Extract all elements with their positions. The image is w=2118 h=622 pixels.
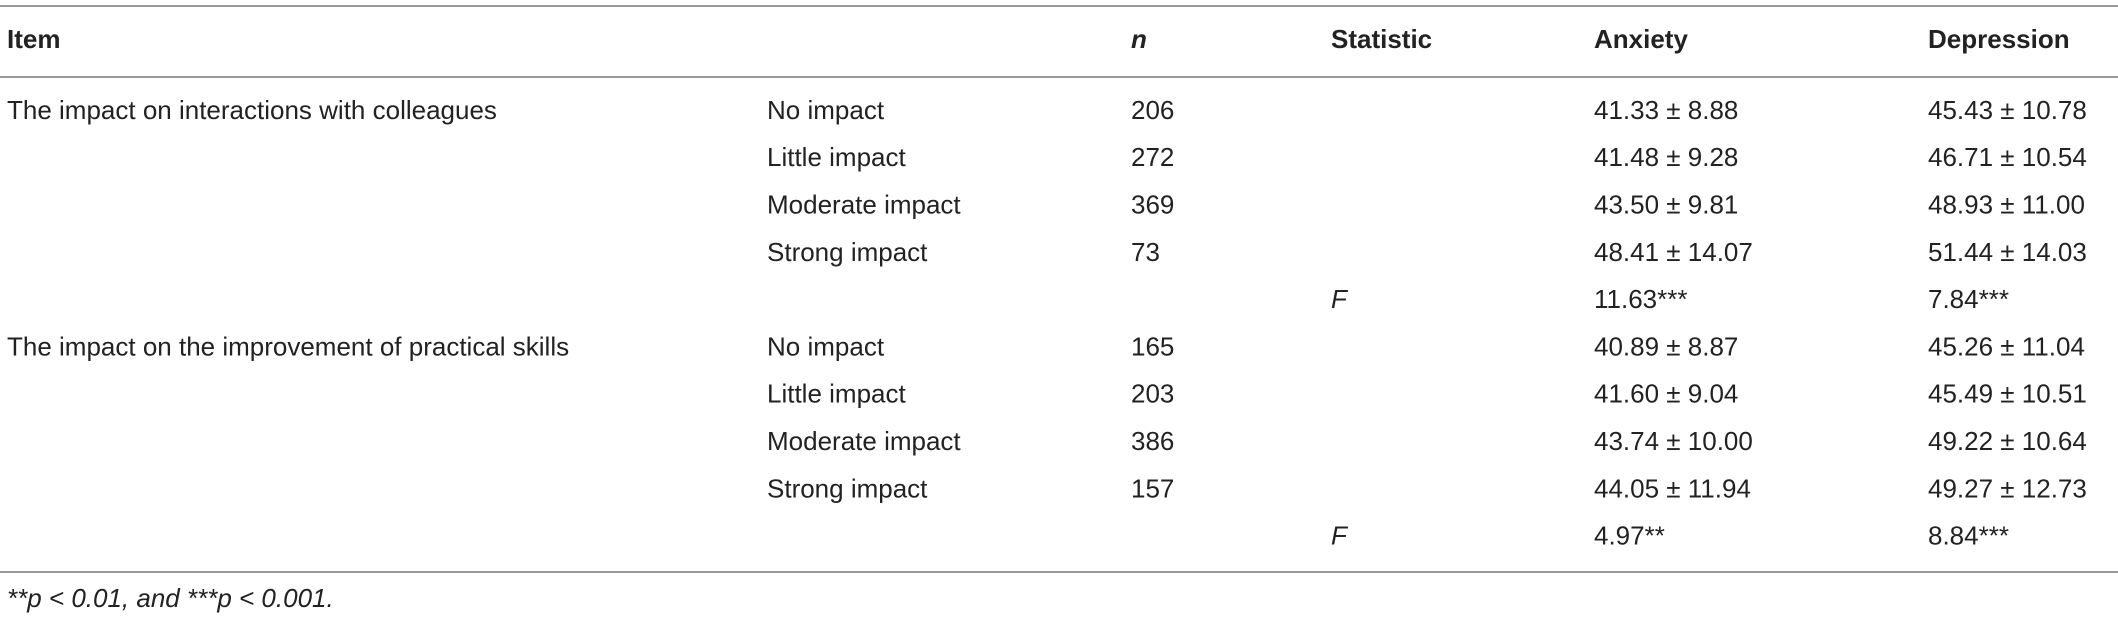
item-label: The impact on the improvement of practic… [7, 331, 569, 361]
level-label: Strong impact [767, 473, 928, 503]
anxiety-cell: 43.74 ± 10.00 [1594, 426, 1753, 456]
statistic-label: F [1331, 284, 1349, 314]
n-cell: 206 [1131, 95, 1174, 125]
level-label: Moderate impact [767, 426, 961, 456]
anxiety-cell: 11.63*** [1594, 284, 1688, 314]
depression-cell: 8.84*** [1928, 521, 2009, 551]
depression-cell: 45.26 ± 11.04 [1928, 331, 2085, 361]
statistic-label: F [1331, 521, 1349, 551]
depression-cell: 48.93 ± 11.00 [1928, 189, 2085, 219]
level-label: No impact [767, 331, 885, 361]
n-cell: 272 [1131, 142, 1174, 172]
header-n: n [1131, 24, 1147, 54]
header-depression: Depression [1928, 24, 2070, 54]
n-cell: 73 [1131, 237, 1160, 267]
depression-cell: 46.71 ± 10.54 [1928, 142, 2087, 172]
n-cell: 157 [1131, 473, 1174, 503]
n-cell: 369 [1131, 189, 1174, 219]
depression-cell: 49.22 ± 10.64 [1928, 426, 2087, 456]
level-label: Moderate impact [767, 189, 961, 219]
header-item: Item [7, 24, 60, 54]
anxiety-cell: 41.48 ± 9.28 [1594, 142, 1738, 172]
depression-cell: 45.49 ± 10.51 [1928, 379, 2087, 409]
anxiety-cell: 41.33 ± 8.88 [1594, 95, 1738, 125]
n-cell: 165 [1131, 331, 1174, 361]
level-label: No impact [767, 95, 885, 125]
anxiety-cell: 44.05 ± 11.94 [1594, 473, 1751, 503]
item-label: The impact on interactions with colleagu… [7, 95, 497, 125]
anxiety-cell: 48.41 ± 14.07 [1594, 237, 1753, 267]
depression-cell: 7.84*** [1928, 284, 2009, 314]
anxiety-cell: 43.50 ± 9.81 [1594, 189, 1738, 219]
anxiety-cell: 41.60 ± 9.04 [1594, 379, 1738, 409]
depression-cell: 45.43 ± 10.78 [1928, 95, 2087, 125]
anxiety-cell: 4.97** [1594, 521, 1665, 551]
level-label: Strong impact [767, 237, 928, 267]
level-label: Little impact [767, 379, 906, 409]
n-cell: 386 [1131, 426, 1174, 456]
header-anxiety: Anxiety [1594, 24, 1688, 54]
depression-cell: 49.27 ± 12.73 [1928, 473, 2087, 503]
n-cell: 203 [1131, 379, 1174, 409]
header-statistic: Statistic [1331, 24, 1432, 54]
anxiety-cell: 40.89 ± 8.87 [1594, 331, 1738, 361]
depression-cell: 51.44 ± 14.03 [1928, 237, 2087, 267]
level-label: Little impact [767, 142, 906, 172]
footnote: **p < 0.01, and ***p < 0.001. [7, 583, 334, 613]
